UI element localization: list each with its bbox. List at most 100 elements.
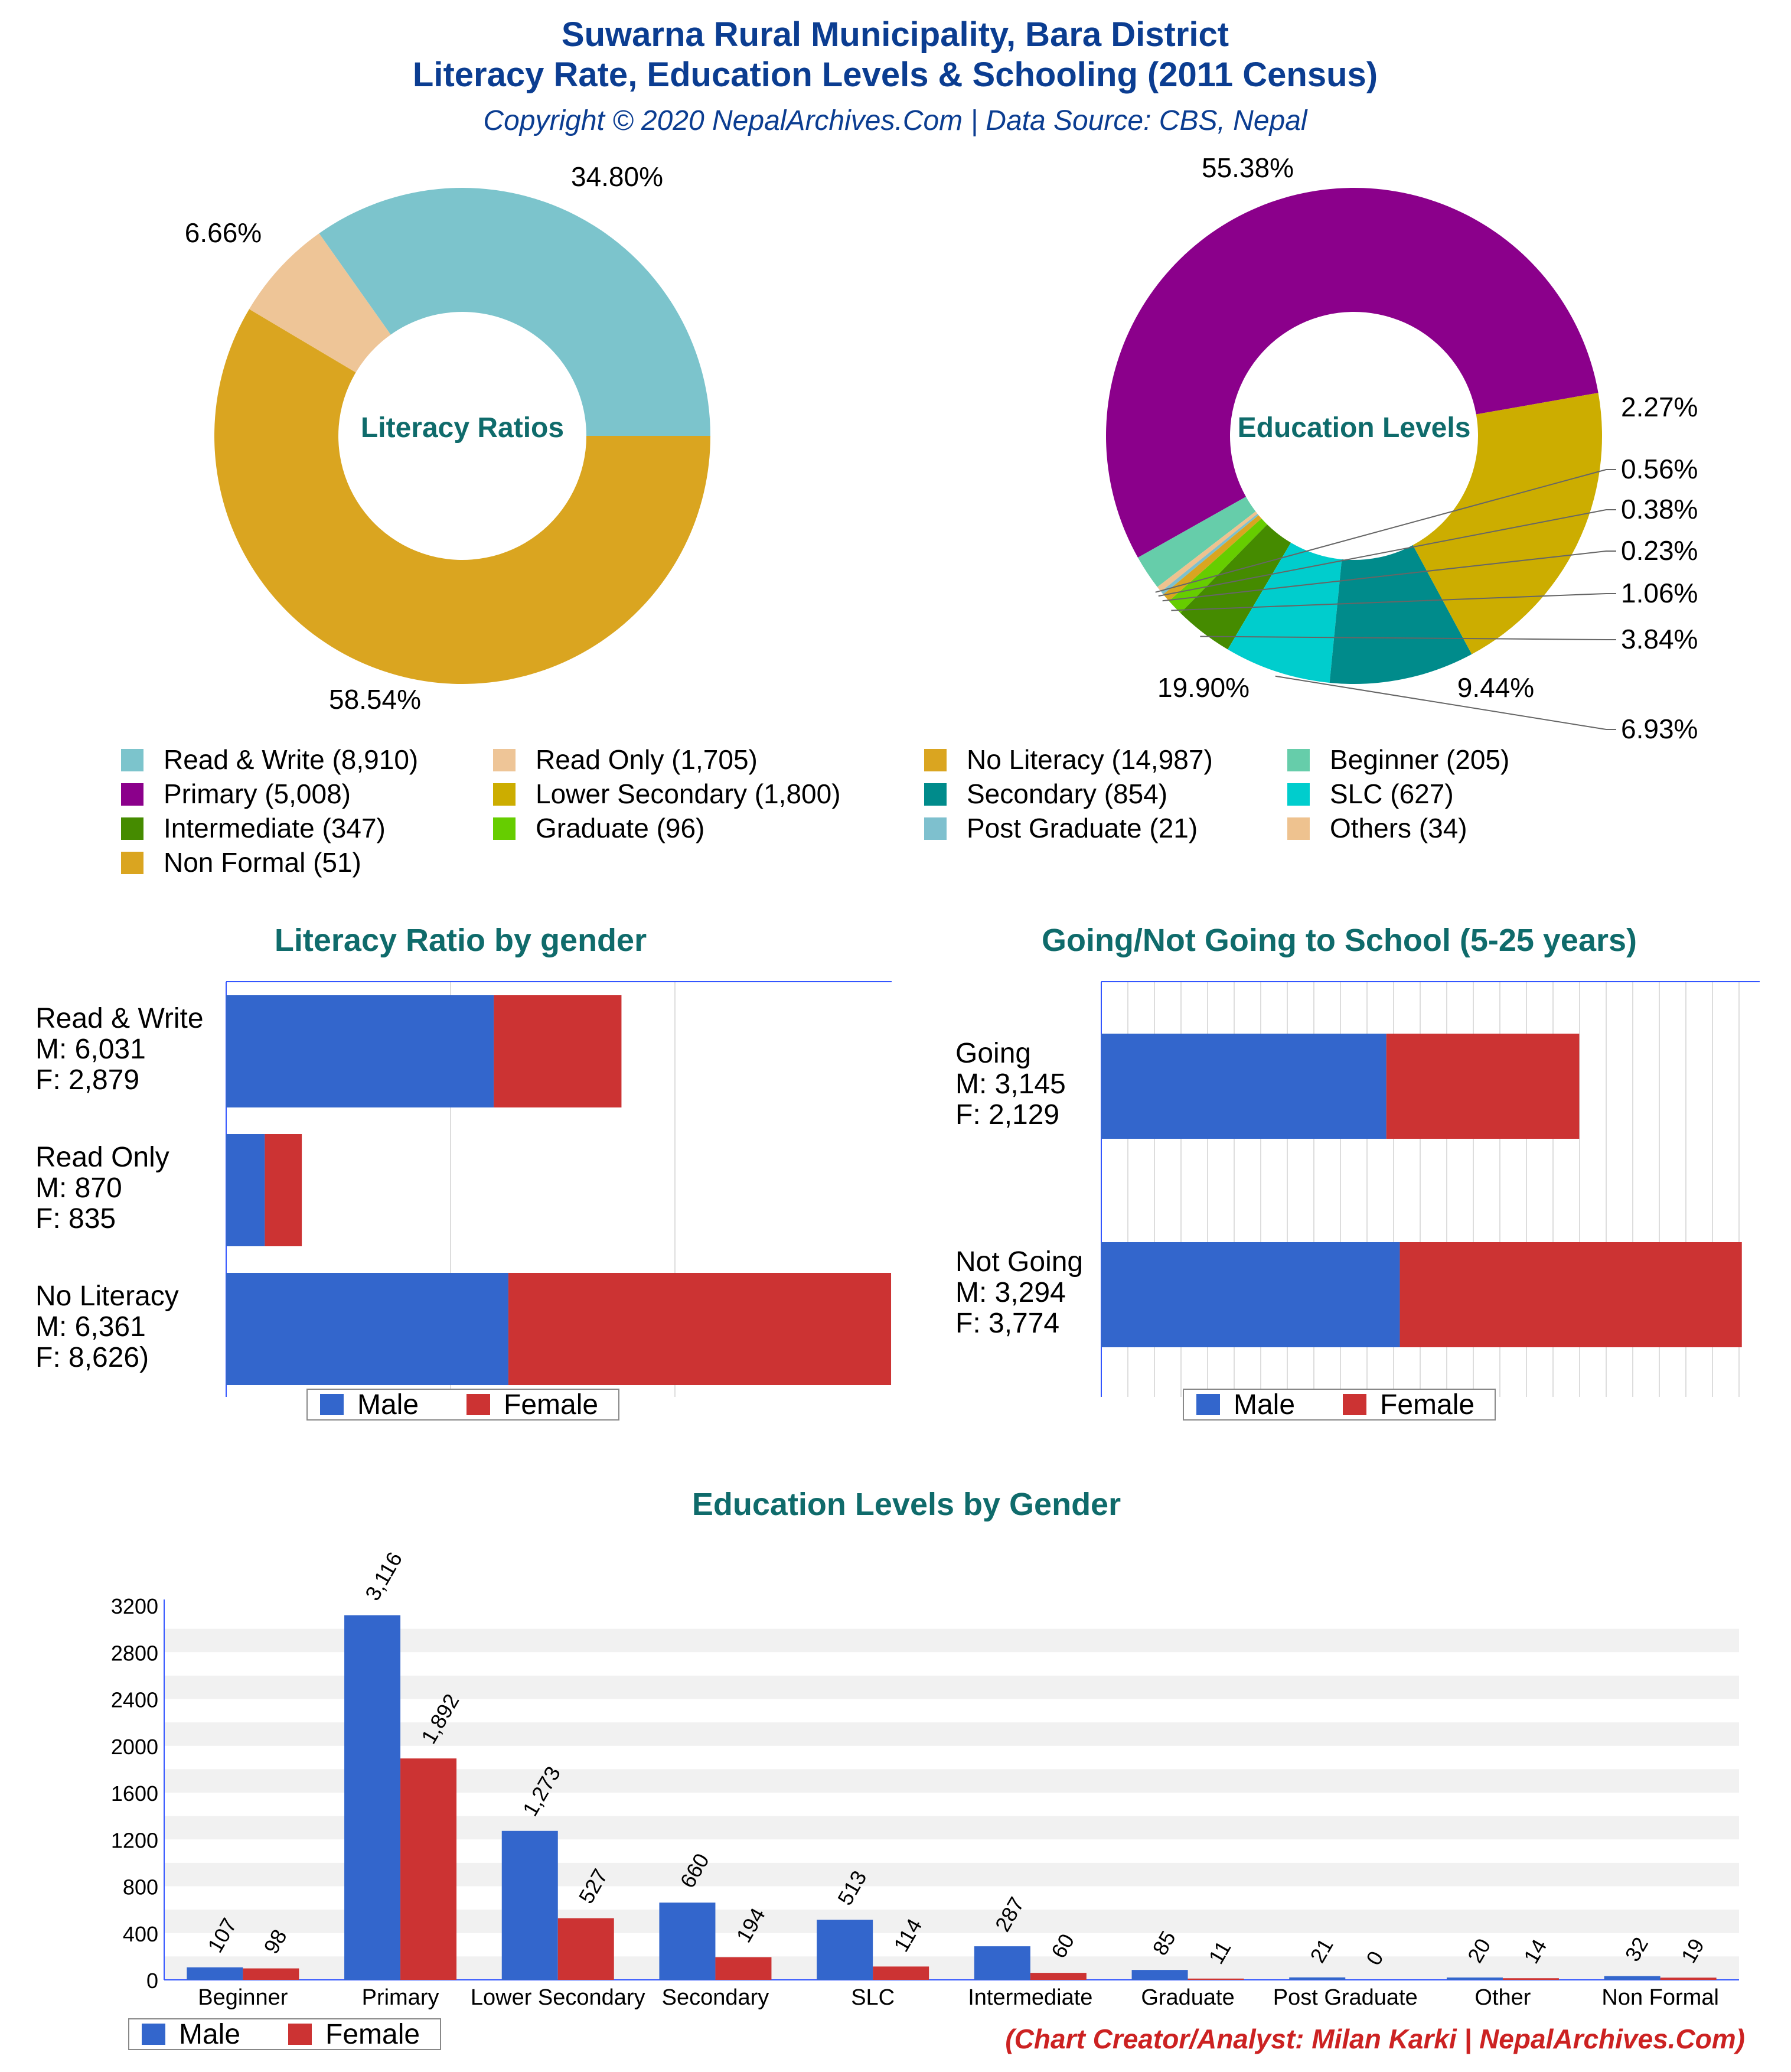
pct-label-no-literacy: 58.54% xyxy=(329,684,421,715)
legend-female-label: Female xyxy=(504,1389,598,1421)
y-tick-label-1600: 1600 xyxy=(111,1781,158,1806)
education-gender-title: Education Levels by Gender xyxy=(692,1487,1121,1522)
legend-male-label: Male xyxy=(179,2019,240,2050)
bar-male-no-literacy xyxy=(226,1273,508,1385)
leader-line-non-formal xyxy=(1162,550,1616,602)
y-tick-label-800: 800 xyxy=(123,1875,158,1900)
legend-swatch-read-write-8-910 xyxy=(121,749,143,771)
leader-line-slc xyxy=(1275,675,1616,730)
x-tick-label-beginner: Beginner xyxy=(198,1985,288,2010)
pct-label-intermediate: 3.84% xyxy=(1621,624,1698,654)
donut-slice-primary xyxy=(1106,188,1598,558)
bar-male-read-only xyxy=(226,1134,265,1246)
pct-label-lower-secondary: 19.90% xyxy=(1157,672,1250,703)
legend-box xyxy=(128,2018,441,2050)
subtitle: Copyright © 2020 NepalArchives.Com | Dat… xyxy=(483,105,1307,136)
category-label-read-only-0: Read Only xyxy=(35,1142,169,1173)
legend-box xyxy=(1183,1389,1496,1421)
literacy-ratios-center-label: Literacy Ratios xyxy=(361,412,564,444)
legend-swatch-female xyxy=(288,2024,312,2045)
school-title: Going/Not Going to School (5-25 years) xyxy=(1042,923,1637,958)
leader-line-intermediate xyxy=(1200,636,1616,640)
category-label-read-write-2: F: 2,879 xyxy=(35,1064,139,1096)
pct-label-beginner: 2.27% xyxy=(1621,392,1698,422)
legend-swatch-female xyxy=(1343,1394,1366,1415)
category-label-no-literacy-0: No Literacy xyxy=(35,1281,179,1312)
bar-female-going xyxy=(1386,1034,1580,1139)
bar-female-no-literacy xyxy=(508,1273,892,1385)
bar-female-secondary xyxy=(715,1957,772,1980)
donut-slice-post-graduate xyxy=(1161,513,1259,595)
pct-label-non-formal: 0.23% xyxy=(1621,535,1698,566)
bar-male-non-formal xyxy=(1604,1976,1660,1980)
legend-swatch-read-only-1-705 xyxy=(493,749,516,771)
legend-swatch-male xyxy=(142,2024,165,2045)
legend-item-beginner-205: Beginner (205) xyxy=(1330,744,1509,775)
bar-female-primary xyxy=(400,1758,457,1980)
legend-swatch-beginner-205 xyxy=(1287,749,1310,771)
legend-swatch-primary-5-008 xyxy=(121,783,143,806)
legend-female-label: Female xyxy=(325,2019,420,2050)
x-tick-label-graduate: Graduate xyxy=(1141,1985,1234,2010)
bar-male-lower-secondary xyxy=(501,1830,558,1980)
donut-slice-slc xyxy=(1228,542,1342,683)
grid-band xyxy=(164,1722,1739,1746)
pct-label-others: 0.56% xyxy=(1621,454,1698,484)
bar-male-primary xyxy=(344,1615,401,1980)
x-tick-label-secondary: Secondary xyxy=(662,1985,769,2010)
category-label-read-write-0: Read & Write xyxy=(35,1003,204,1034)
bar-female-non-formal xyxy=(1660,1977,1717,1980)
title-line-2: Literacy Rate, Education Levels & School… xyxy=(413,56,1378,94)
bar-male-going xyxy=(1101,1034,1387,1139)
legend-swatch-lower-secondary-1-800 xyxy=(493,783,516,806)
x-tick-label-post-graduate: Post Graduate xyxy=(1273,1985,1418,2010)
x-tick-label-intermediate: Intermediate xyxy=(968,1985,1092,2010)
bar-female-slc xyxy=(873,1966,929,1980)
pct-label-read-only: 6.66% xyxy=(185,217,262,248)
grid-band xyxy=(164,1675,1739,1699)
education-levels-center-label: Education Levels xyxy=(1238,412,1471,444)
y-tick-label-2000: 2000 xyxy=(111,1735,158,1759)
category-label-read-only-1: M: 870 xyxy=(35,1172,122,1204)
category-label-going-1: M: 3,145 xyxy=(955,1068,1066,1100)
x-tick-label-lower-secondary: Lower Secondary xyxy=(471,1985,645,2010)
pct-label-graduate: 1.06% xyxy=(1621,578,1698,608)
bar-male-slc xyxy=(817,1920,873,1980)
bar-male-beginner xyxy=(187,1967,243,1980)
legend-swatch-non-formal-51 xyxy=(121,852,143,874)
legend-item-secondary-854: Secondary (854) xyxy=(967,778,1167,809)
pct-label-post-graduate: 0.38% xyxy=(1621,494,1698,524)
pie-legend: Read & Write (8,910) Read Only (1,705) No … xyxy=(121,744,1509,878)
y-tick-label-2800: 2800 xyxy=(111,1641,158,1665)
legend-item-slc-627: SLC (627) xyxy=(1330,778,1454,809)
bar-female-intermediate xyxy=(1030,1973,1087,1980)
donut-slice-beginner xyxy=(1137,496,1256,587)
bar-male-read-write xyxy=(226,995,494,1107)
legend-item-intermediate-347: Intermediate (347) xyxy=(164,813,386,843)
bar-female-lower-secondary xyxy=(557,1918,614,1980)
legend-swatch-intermediate-347 xyxy=(121,817,143,840)
y-tick-label-1200: 1200 xyxy=(111,1828,158,1852)
category-label-read-write-1: M: 6,031 xyxy=(35,1034,146,1065)
x-tick-label-primary: Primary xyxy=(362,1985,439,2010)
legend-swatch-male xyxy=(320,1394,344,1415)
legend-swatch-post-graduate-21 xyxy=(924,817,947,840)
pct-label-secondary: 9.44% xyxy=(1457,672,1534,703)
literacy-gender-title: Literacy Ratio by gender xyxy=(275,923,647,958)
literacy-ratios-donut: 34.80% 6.66% 58.54% xyxy=(185,161,710,715)
legend-item-others-34: Others (34) xyxy=(1330,813,1467,843)
legend-swatch-female xyxy=(466,1394,490,1415)
x-tick-label-slc: SLC xyxy=(851,1985,895,2010)
leader-line-graduate xyxy=(1171,593,1616,611)
category-label-going-2: F: 2,129 xyxy=(955,1099,1059,1131)
bar-female-not-going xyxy=(1399,1242,1742,1347)
pct-label-slc: 6.93% xyxy=(1621,714,1698,744)
bar-male-intermediate xyxy=(974,1946,1030,1980)
legend-item-lower-secondary-1-800: Lower Secondary (1,800) xyxy=(536,778,841,809)
legend-swatch-graduate-96 xyxy=(493,817,516,840)
leader-line-post-graduate xyxy=(1158,509,1616,597)
y-tick-label-2400: 2400 xyxy=(111,1688,158,1712)
